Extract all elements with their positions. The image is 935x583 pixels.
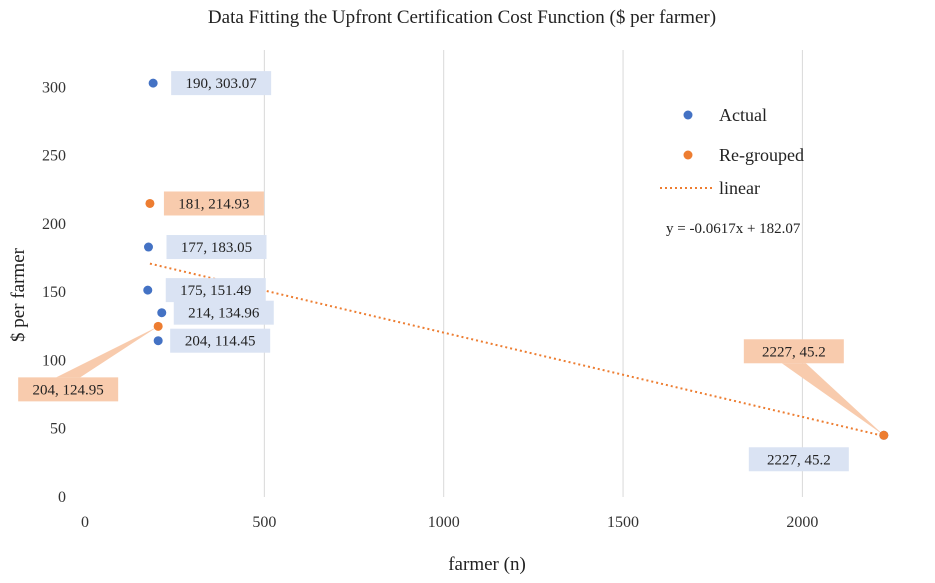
data-label-box: [163, 191, 264, 216]
data-point: [143, 285, 153, 295]
trendline: [149, 262, 885, 437]
data-points: [143, 78, 889, 440]
data-label: 181, 214.93: [178, 196, 249, 212]
data-label-box: [743, 339, 844, 364]
trendline-layer: [149, 262, 885, 437]
data-label: 204, 124.95: [33, 382, 104, 398]
data-point: [145, 198, 155, 208]
callout-pointer: [56, 326, 159, 378]
legend-label-linear: linear: [719, 178, 760, 198]
y-tick-label: 50: [50, 421, 66, 438]
y-tick-label: 150: [42, 284, 66, 301]
y-axis-title: $ per farmer: [8, 247, 29, 342]
x-tick-label: 2000: [786, 514, 818, 531]
data-label: 204, 114.45: [185, 334, 256, 350]
data-label: 2227, 45.2: [767, 452, 831, 468]
legend-marker-regrouped: [683, 150, 693, 160]
data-label-layer: 190, 303.07 177, 183.05 175, 151.49 214, 13…: [18, 71, 884, 472]
data-point: [879, 430, 889, 440]
data-label-box: [748, 447, 849, 472]
data-point: [153, 336, 163, 346]
callout-pointer: [781, 363, 884, 436]
x-tick-label: 1000: [428, 514, 460, 531]
y-tick-label: 100: [42, 352, 66, 369]
trendline-equation: y = -0.0617x + 182.07: [666, 221, 801, 237]
data-label: 177, 183.05: [181, 240, 252, 256]
x-tick-label: 1500: [607, 514, 639, 531]
data-label-box: [170, 328, 271, 353]
data-point: [157, 308, 167, 318]
x-axis-title: farmer (n): [448, 554, 526, 575]
y-tick-label: 300: [42, 79, 66, 96]
data-label: 190, 303.07: [186, 76, 258, 92]
x-tick-label: 0: [81, 514, 89, 531]
data-label-box: [165, 278, 266, 303]
data-label-box: [173, 300, 274, 325]
data-label: 175, 151.49: [180, 283, 251, 299]
data-label: 2227, 45.2: [762, 344, 826, 360]
legend-label-regrouped: Re-grouped: [719, 145, 804, 165]
tick-labels: 0 500 1000 1500 2000 0 50 100 150 200 250 300: [42, 79, 818, 531]
data-label-box: [18, 377, 119, 402]
gridlines: [263, 50, 803, 497]
data-label-box: [171, 71, 272, 96]
chart-title: Data Fitting the Upfront Certification C…: [208, 7, 716, 28]
y-tick-label: 200: [42, 216, 66, 233]
y-tick-label: 250: [42, 148, 66, 165]
legend-marker-actual: [683, 110, 693, 120]
data-point: [153, 321, 163, 331]
x-tick-label: 500: [252, 514, 276, 531]
data-point: [143, 242, 153, 252]
y-tick-label: 0: [58, 489, 66, 506]
legend: Actual Re-grouped linear y = -0.0617x + …: [660, 105, 804, 237]
data-label: 214, 134.96: [188, 306, 260, 322]
legend-label-actual: Actual: [719, 105, 767, 125]
data-label-box: [166, 235, 267, 260]
data-point: [148, 78, 158, 88]
